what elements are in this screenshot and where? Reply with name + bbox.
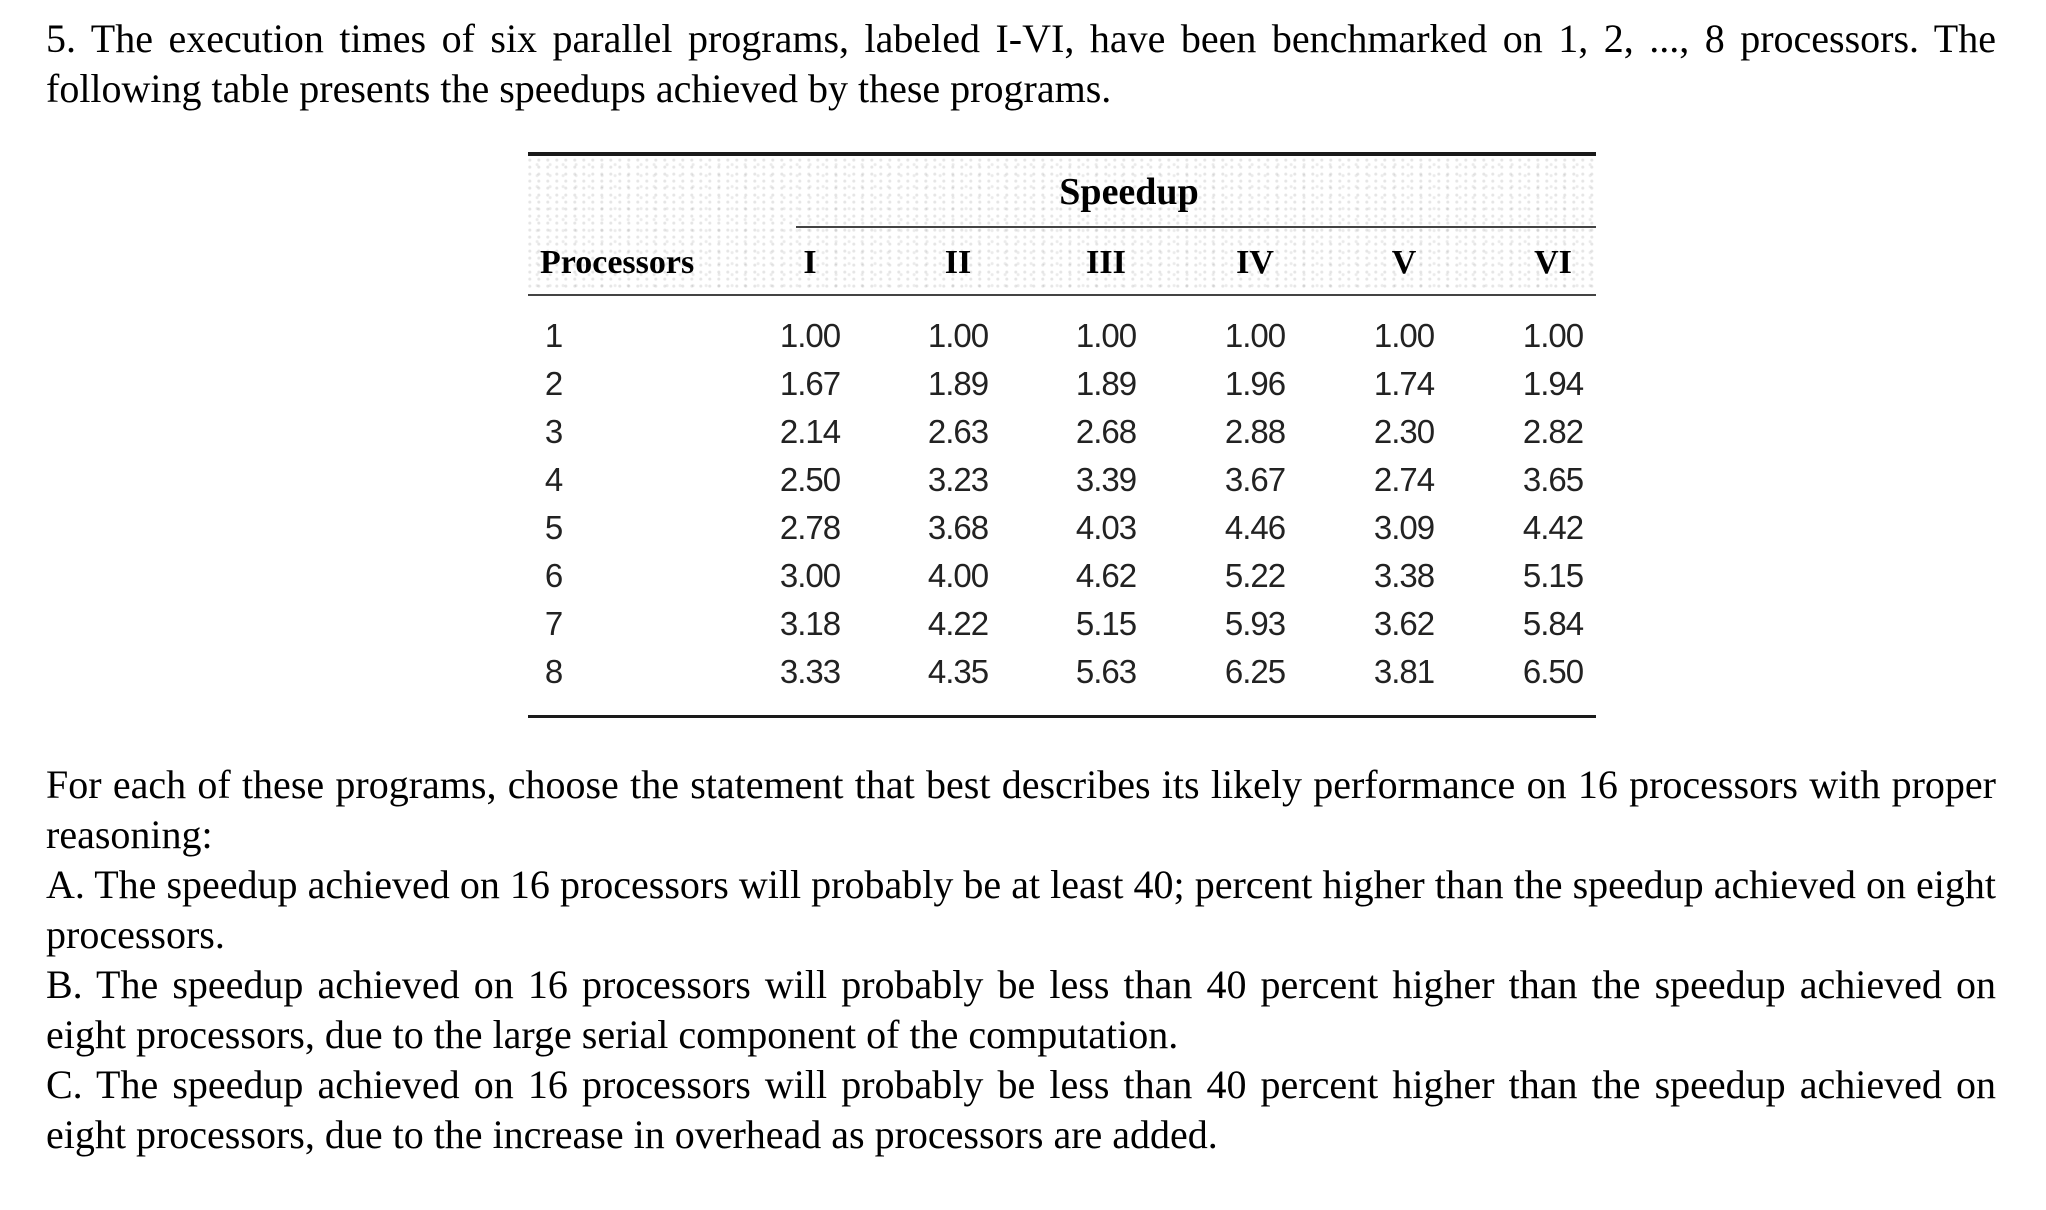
speedup-cell: 1.74 [1373,365,1435,402]
speedup-underline-rule [796,226,1596,228]
speedup-cell: 3.00 [779,557,841,594]
speedup-cell: 3.65 [1522,461,1584,498]
speedup-cell: 2.68 [1075,413,1137,450]
speedup-cell: 3.67 [1224,461,1286,498]
speedup-table: Speedup Processors I II III IV V VI 1 1.00 1.00… [528,152,1596,722]
speedup-cell: 4.46 [1224,509,1286,546]
speedup-cell: 1.67 [779,365,841,402]
speedup-cell: 2.74 [1373,461,1435,498]
option-c: C. The speedup achieved on 16 processors… [46,1062,1996,1157]
speedup-cell: 2.88 [1224,413,1286,450]
processor-count: 7 [544,605,564,642]
column-header-v: V [1391,244,1417,281]
speedup-cell: 5.93 [1224,605,1286,642]
speedup-cell: 4.03 [1075,509,1137,546]
speedup-cell: 3.39 [1075,461,1137,498]
processor-count: 6 [544,557,564,594]
speedup-cell: 4.22 [927,605,989,642]
speedup-cell: 1.00 [1373,317,1435,354]
processor-count: 5 [544,509,564,546]
table-top-rule [528,152,1596,156]
speedup-cell: 2.78 [779,509,841,546]
processor-count: 1 [544,317,564,354]
speedup-cell: 3.23 [927,461,989,498]
speedup-cell: 5.22 [1224,557,1286,594]
speedup-cell: 3.18 [779,605,841,642]
speedup-cell: 1.00 [1224,317,1286,354]
speedup-cell: 1.00 [1522,317,1584,354]
speedup-cell: 6.25 [1224,653,1286,690]
speedup-cell: 3.62 [1373,605,1435,642]
speedup-cell: 1.00 [779,317,841,354]
prompt-section: For each of these programs, choose the s… [46,760,1996,1160]
speedup-cell: 1.89 [1075,365,1137,402]
processor-count: 8 [544,653,564,690]
processors-column-header: Processors [540,244,695,281]
speedup-cell: 2.50 [779,461,841,498]
question-intro: 5. The execution times of six parallel p… [46,16,1996,111]
column-header-vi: VI [1534,244,1572,281]
processor-count: 4 [544,461,564,498]
processor-count: 2 [544,365,564,402]
column-header-iv: IV [1236,244,1274,281]
speedup-cell: 5.84 [1522,605,1584,642]
speedup-cell: 1.00 [927,317,989,354]
speedup-cell: 2.82 [1522,413,1584,450]
speedup-cell: 1.96 [1224,365,1286,402]
table-bottom-rule [528,715,1596,718]
speedup-cell: 3.33 [779,653,841,690]
speedup-cell: 2.30 [1373,413,1435,450]
speedup-cell: 1.89 [927,365,989,402]
speedup-cell: 4.00 [927,557,989,594]
speedup-cell: 3.09 [1373,509,1435,546]
header-bottom-rule [528,294,1596,296]
speedup-cell: 5.15 [1075,605,1137,642]
speedup-cell: 4.62 [1075,557,1137,594]
scan-texture [528,158,1596,290]
speedup-cell: 1.00 [1075,317,1137,354]
processor-count: 3 [544,413,564,450]
speedup-cell: 5.15 [1522,557,1584,594]
speedup-cell: 4.42 [1522,509,1584,546]
speedup-cell: 3.68 [927,509,989,546]
speedup-cell: 2.14 [779,413,841,450]
prompt-instruction: For each of these programs, choose the s… [46,762,1996,857]
speedup-cell: 3.81 [1373,653,1435,690]
speedup-cell: 2.63 [927,413,989,450]
column-header-i: I [803,244,817,281]
option-a: A. The speedup achieved on 16 processors… [46,862,1996,957]
speedup-cell: 3.38 [1373,557,1435,594]
speedup-cell: 5.63 [1075,653,1137,690]
speedup-cell: 4.35 [927,653,989,690]
speedup-cell: 6.50 [1522,653,1584,690]
column-header-ii: II [944,244,972,281]
speedup-group-header: Speedup [1059,171,1199,213]
speedup-cell: 1.94 [1522,365,1584,402]
column-header-iii: III [1086,244,1126,281]
option-b: B. The speedup achieved on 16 processors… [46,962,1996,1057]
